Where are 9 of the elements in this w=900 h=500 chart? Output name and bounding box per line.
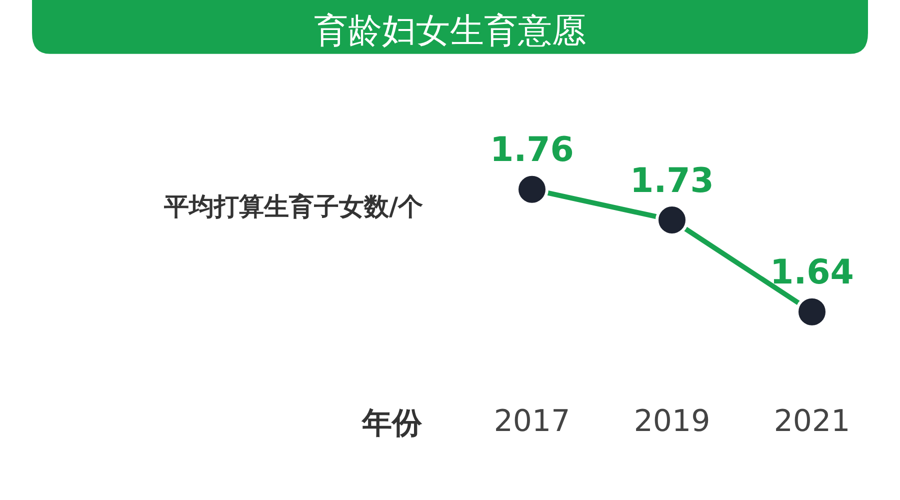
x-axis-title: 年份: [361, 406, 423, 441]
data-label: 1.76: [490, 130, 574, 170]
chart-title: 育龄妇女生育意愿: [314, 11, 586, 51]
data-label: 1.73: [630, 160, 714, 201]
x-tick-label: 2021: [774, 404, 850, 439]
x-tick-label: 2017: [494, 404, 570, 439]
x-tick-label: 2019: [634, 404, 710, 439]
y-axis-title: 平均打算生育子女数/个: [163, 192, 424, 221]
data-label: 1.64: [770, 252, 854, 293]
